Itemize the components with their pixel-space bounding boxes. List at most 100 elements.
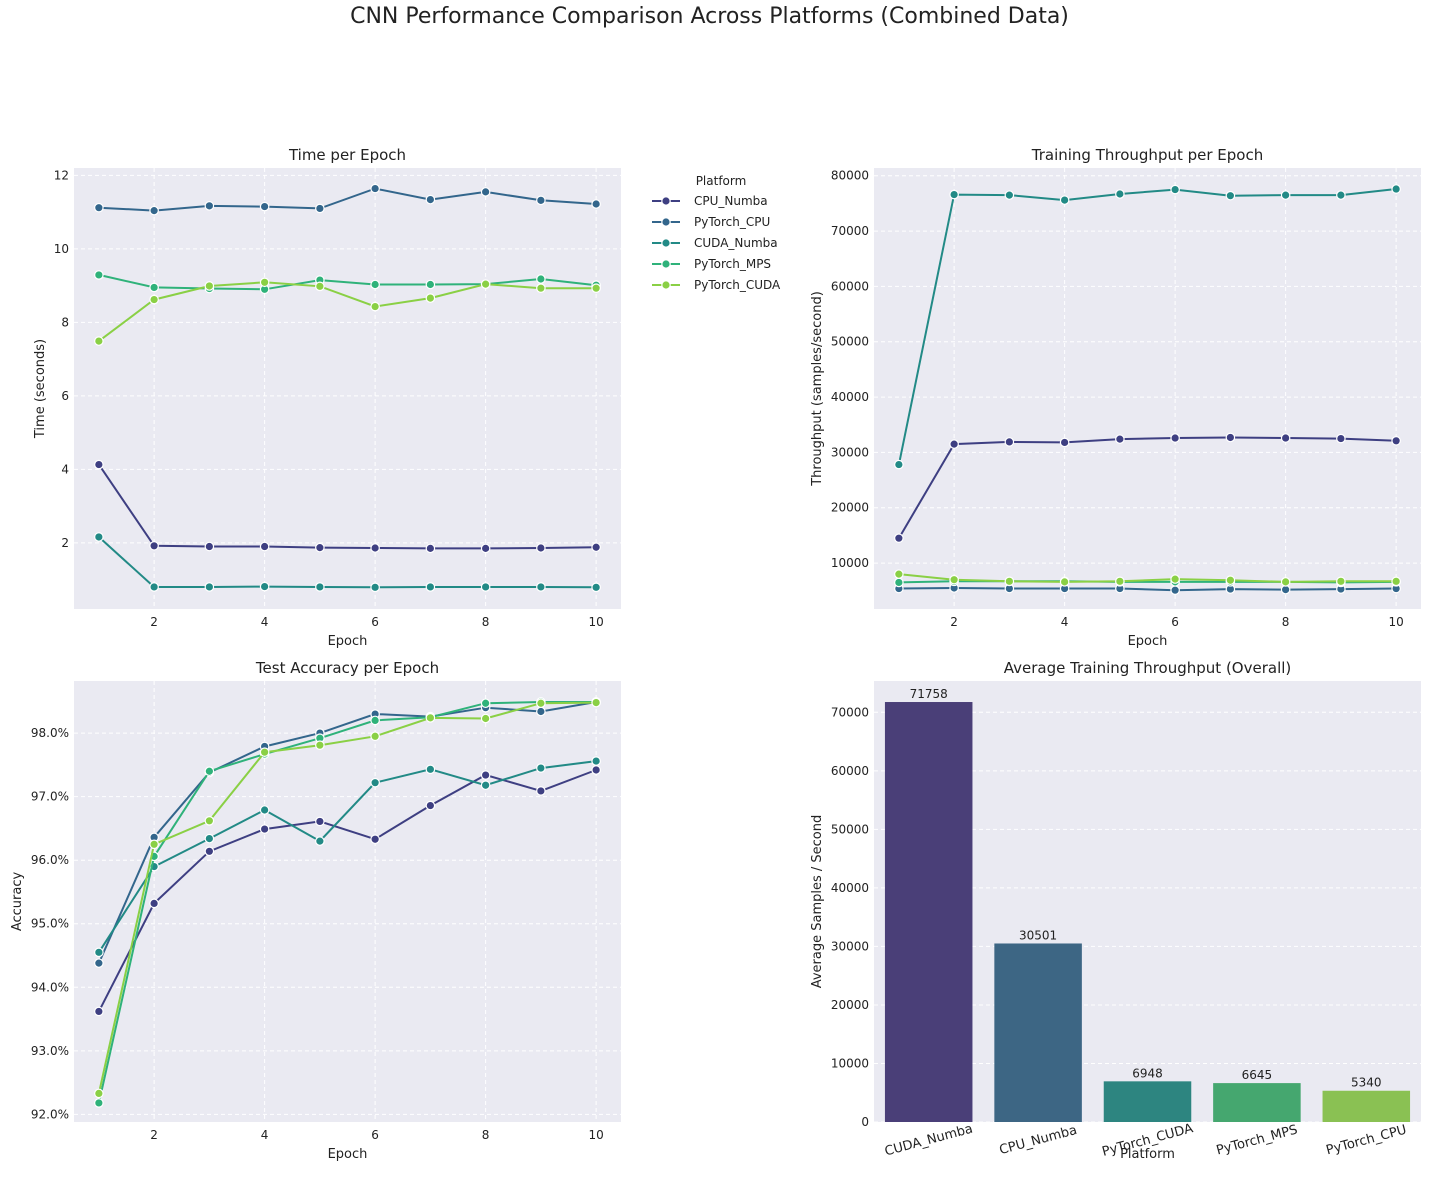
x-tick-label: 6 <box>1171 615 1179 629</box>
panel-title: Training Throughput per Epoch <box>1031 146 1263 164</box>
data-point <box>1170 585 1180 595</box>
data-point <box>370 279 380 290</box>
data-point <box>259 824 270 834</box>
x-tick-label: 2 <box>950 615 958 629</box>
data-point <box>370 715 380 726</box>
data-point <box>536 582 546 592</box>
data-point <box>591 756 601 766</box>
data-point <box>425 764 436 775</box>
data-point <box>480 582 491 592</box>
data-point <box>425 582 436 592</box>
data-point <box>1115 189 1125 199</box>
data-point <box>94 336 104 346</box>
data-point <box>370 582 380 593</box>
data-point <box>94 459 104 470</box>
data-point <box>149 898 159 909</box>
data-point <box>315 836 325 846</box>
data-point <box>425 800 436 811</box>
data-point <box>259 201 270 212</box>
data-point <box>94 947 104 958</box>
legend-marker <box>661 280 671 290</box>
data-point <box>149 205 159 216</box>
data-point <box>94 958 104 968</box>
panel-title: Time per Epoch <box>288 146 406 164</box>
data-point <box>1115 576 1125 587</box>
data-point <box>370 777 380 788</box>
x-tick-label: CPU_Numba <box>998 1123 1079 1158</box>
data-point <box>1280 584 1291 595</box>
bar-PyTorch_CPU <box>1322 1090 1411 1122</box>
legend-label-PyTorch_MPS: PyTorch_MPS <box>694 257 771 271</box>
data-point <box>204 833 215 844</box>
data-point <box>370 543 380 553</box>
data-point <box>1225 190 1236 201</box>
panel-time: Time per Epoch Epoch Time (seconds) 2 4 6 8 10 2… <box>33 146 621 649</box>
x-tick-label: PyTorch_MPS <box>1215 1122 1300 1158</box>
data-point <box>315 740 325 750</box>
legend: Platform CPU_Numba PyTorch_CPU CUDA_Numba Py… <box>652 174 781 292</box>
plot-area <box>74 168 621 609</box>
y-tick-label: 60000 <box>831 279 869 293</box>
series-line-PyTorch_CPU <box>97 701 597 964</box>
data-point <box>1170 574 1180 584</box>
figure-title: CNN Performance Comparison Across Platfo… <box>350 4 1069 29</box>
bar-value-label: 5340 <box>1351 1076 1382 1090</box>
y-tick-label: 8 <box>61 315 69 329</box>
y-tick-label: 98.0% <box>31 726 69 740</box>
y-tick-label: 30000 <box>831 445 869 459</box>
y-tick-label: 10 <box>54 242 69 256</box>
y-tick-label: 70000 <box>831 224 869 238</box>
x-tick-label: 8 <box>1282 615 1290 629</box>
y-axis-label: Accuracy <box>10 872 25 932</box>
y-tick-label: 40000 <box>831 390 869 404</box>
bar-value-label: 6645 <box>1242 1068 1273 1082</box>
data-point <box>259 581 270 592</box>
series-line-CPU_Numba <box>98 769 597 1012</box>
data-point <box>94 270 104 280</box>
data-point <box>204 582 215 592</box>
data-point <box>591 765 601 775</box>
data-point <box>204 541 215 552</box>
panel-title: Test Accuracy per Epoch <box>255 659 439 677</box>
legend-marker <box>661 238 671 248</box>
data-point <box>370 183 380 194</box>
y-tick-label: 12 <box>54 168 69 182</box>
data-point <box>591 542 601 553</box>
y-tick-label: 93.0% <box>31 1044 69 1058</box>
y-tick-label: 50000 <box>831 822 869 836</box>
x-tick-label: 6 <box>371 615 379 629</box>
data-point <box>1225 575 1236 586</box>
data-point <box>315 281 325 292</box>
data-point <box>259 747 270 757</box>
data-point <box>591 697 601 708</box>
data-point <box>536 195 546 206</box>
y-axis-label: Average Samples / Second <box>810 815 825 989</box>
legend-label-PyTorch_CPU: PyTorch_CPU <box>694 215 770 229</box>
bar-value-label: 6948 <box>1132 1066 1163 1080</box>
x-axis-label: Platform <box>1120 1147 1175 1162</box>
data-point <box>149 582 159 592</box>
x-axis-label: Epoch <box>328 1147 368 1162</box>
series-line-PyTorch_MPS <box>97 701 597 1104</box>
data-point <box>536 706 546 717</box>
data-point <box>536 786 546 796</box>
bar-PyTorch_CUDA <box>1103 1081 1192 1122</box>
data-point <box>259 277 270 288</box>
data-point <box>149 282 159 293</box>
series-line-PyTorch_CUDA <box>898 573 1397 583</box>
series-line-CUDA_Numba <box>98 760 597 953</box>
data-point <box>425 279 436 290</box>
data-point <box>480 713 491 724</box>
x-axis-label: Epoch <box>328 634 368 649</box>
x-tick-label: 4 <box>1061 615 1069 629</box>
data-point <box>94 1006 104 1017</box>
data-point <box>149 839 159 850</box>
legend-label-CPU_Numba: CPU_Numba <box>694 194 768 208</box>
y-tick-label: 40000 <box>831 881 869 895</box>
data-point <box>949 439 959 449</box>
data-point <box>536 698 546 709</box>
y-axis-label: Time (seconds) <box>33 339 48 439</box>
data-point <box>259 805 270 815</box>
data-point <box>480 770 491 780</box>
x-tick-label: 10 <box>588 1128 603 1142</box>
